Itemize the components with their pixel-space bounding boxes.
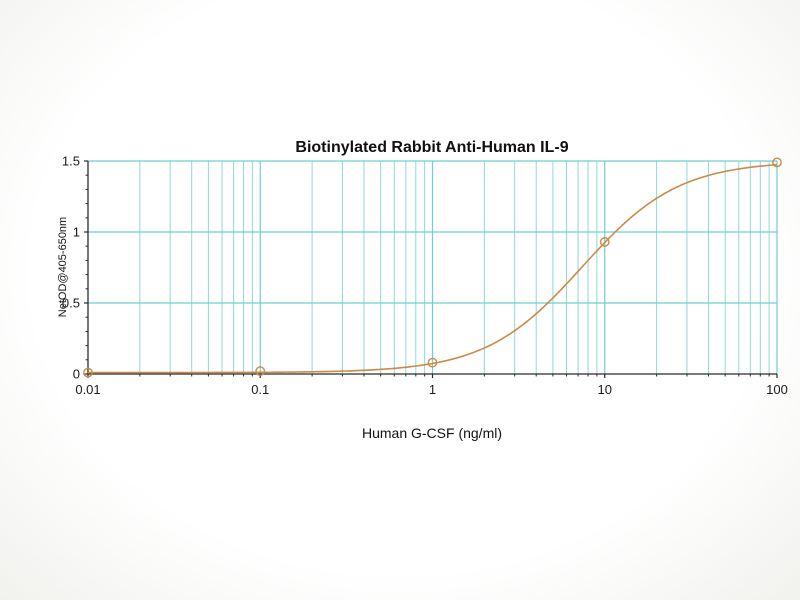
y-axis-label: NetOD@405-650nm [57, 217, 69, 317]
x-tick-label: 10 [598, 382, 612, 397]
x-tick-label: 0.1 [251, 382, 269, 397]
series-layer [83, 157, 782, 378]
data-point-marker [83, 367, 93, 378]
axis-layer: 0.01 0.1 1 10 100 0 0.5 1 1.5 [62, 154, 788, 398]
x-tick-label: 1 [429, 382, 436, 397]
data-point-marker [255, 366, 266, 377]
data-point-marker [599, 237, 610, 247]
y-tick-label: 1.5 [62, 154, 80, 169]
y-tick-label: 0 [73, 367, 80, 382]
data-point-marker [427, 357, 438, 368]
x-tick-label: 0.01 [75, 382, 100, 397]
data-point-marker [772, 157, 782, 168]
grid-layer [88, 160, 778, 374]
dose-response-curve [88, 163, 778, 374]
x-tick-label: 100 [766, 382, 788, 397]
y-tick-label: 1 [73, 225, 80, 240]
x-axis-label: Human G-CSF (ng/ml) [362, 425, 502, 441]
y-tick-label: 0.5 [62, 296, 80, 311]
chart-title: Biotinylated Rabbit Anti-Human IL-9 [295, 139, 568, 156]
